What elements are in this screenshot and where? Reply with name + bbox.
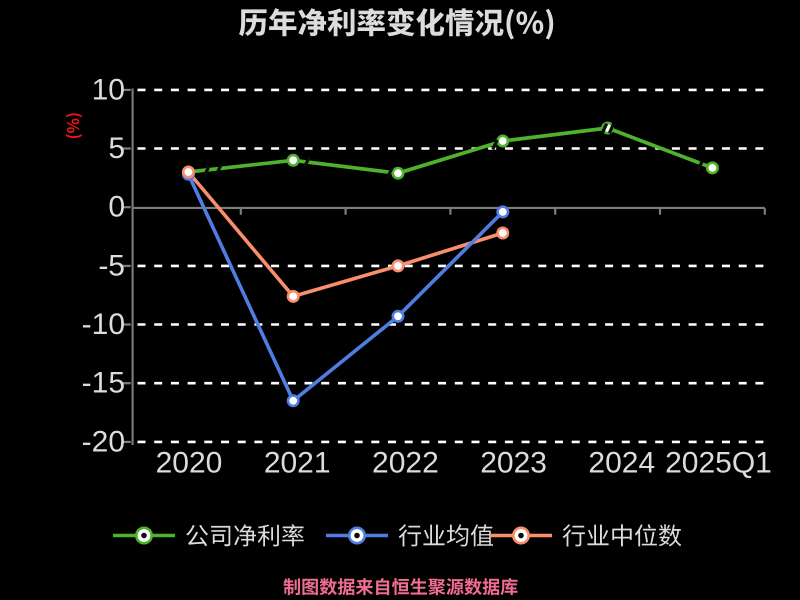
svg-text:-20: -20 — [82, 425, 125, 458]
svg-text:5: 5 — [108, 132, 125, 165]
svg-text:10: 10 — [92, 73, 125, 106]
svg-text:2022: 2022 — [372, 447, 439, 480]
svg-text:2023: 2023 — [480, 447, 547, 480]
svg-text:2025Q1: 2025Q1 — [665, 447, 772, 480]
svg-text:-15: -15 — [82, 367, 125, 400]
svg-text:2021: 2021 — [264, 447, 331, 480]
svg-text:2024: 2024 — [588, 447, 655, 480]
svg-text:2020: 2020 — [156, 447, 223, 480]
svg-text:-10: -10 — [82, 308, 125, 341]
svg-text:-5: -5 — [98, 249, 125, 282]
svg-text:0: 0 — [108, 191, 125, 224]
